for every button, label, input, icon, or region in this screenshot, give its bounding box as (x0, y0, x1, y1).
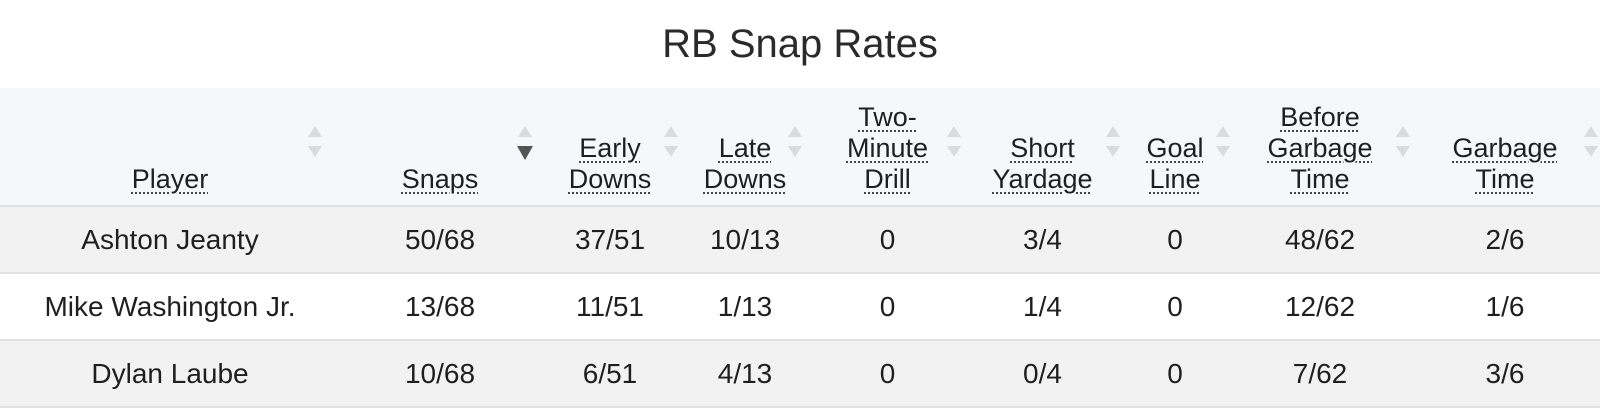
player-cell: Ashton Jeanty (81, 223, 259, 255)
sort-icon[interactable] (947, 126, 961, 162)
sort-icon[interactable] (664, 126, 678, 162)
table-row: Mike Washington Jr. 13/68 11/51 1/13 0 1… (0, 273, 1600, 340)
garbage-time-cell: 2/6 (1485, 223, 1525, 255)
short-yardage-cell: 0/4 (1023, 357, 1062, 389)
early-downs-cell: 6/51 (582, 357, 638, 389)
table-title: RB Snap Rates (662, 22, 938, 66)
short-yardage-cell: 3/4 (1023, 223, 1062, 255)
column-header-before-garbage-time[interactable]: Before Garbage Time (1230, 88, 1410, 206)
sort-icon[interactable] (1584, 126, 1598, 162)
column-header-label: Garbage Time (1452, 133, 1558, 194)
sort-icon[interactable] (1106, 126, 1120, 162)
sort-icon[interactable] (788, 126, 802, 162)
goal-line-cell: 0 (1167, 357, 1183, 389)
early-downs-cell: 37/51 (574, 223, 646, 255)
sort-icon[interactable] (1216, 126, 1230, 162)
early-downs-cell: 11/51 (576, 290, 644, 322)
column-header-player[interactable]: Player (0, 88, 340, 206)
before-garbage-time-cell: 48/62 (1284, 223, 1356, 255)
column-header-snaps[interactable]: Snaps (340, 88, 540, 206)
garbage-time-cell: 3/6 (1485, 357, 1525, 389)
late-downs-cell: 4/13 (717, 357, 773, 389)
two-minute-drill-cell: 0 (879, 357, 896, 389)
column-header-early-downs[interactable]: Early Downs (540, 88, 680, 206)
player-cell: Mike Washington Jr. (44, 290, 296, 322)
column-header-garbage-time[interactable]: Garbage Time (1410, 88, 1600, 206)
sort-icon[interactable] (308, 126, 322, 162)
table-row: Dylan Laube 10/68 6/51 4/13 0 0/4 0 7/62… (0, 340, 1600, 407)
table-row: Ashton Jeanty 50/68 37/51 10/13 0 3/4 0 … (0, 206, 1600, 273)
column-header-label: Early Downs (568, 133, 652, 194)
column-header-label: Two-Minute Drill (846, 102, 929, 194)
snaps-cell: 13/68 (404, 290, 476, 322)
garbage-time-cell: 1/6 (1485, 290, 1525, 322)
column-header-label: Goal Line (1146, 133, 1204, 194)
goal-line-cell: 0 (1167, 223, 1183, 255)
late-downs-cell: 10/13 (709, 223, 781, 255)
player-cell: Dylan Laube (91, 357, 249, 389)
before-garbage-time-cell: 7/62 (1292, 357, 1348, 389)
two-minute-drill-cell: 0 (879, 290, 896, 322)
snaps-cell: 10/68 (404, 357, 476, 389)
sort-descending-icon[interactable] (517, 126, 533, 162)
column-header-goal-line[interactable]: Goal Line (1120, 88, 1230, 206)
column-header-label: Player (131, 164, 209, 194)
short-yardage-cell: 1/4 (1023, 290, 1062, 322)
column-header-label: Snaps (401, 164, 479, 194)
header-row: Player Snaps Early Downs Late Downs Two-… (0, 88, 1600, 206)
snap-rates-table: Player Snaps Early Downs Late Downs Two-… (0, 88, 1600, 408)
two-minute-drill-cell: 0 (879, 223, 896, 255)
snaps-cell: 50/68 (404, 223, 476, 255)
sort-icon[interactable] (1396, 126, 1410, 162)
column-header-late-downs[interactable]: Late Downs (680, 88, 810, 206)
column-header-short-yardage[interactable]: Short Yardage (965, 88, 1120, 206)
column-header-label: Before Garbage Time (1267, 102, 1373, 194)
column-header-two-minute-drill[interactable]: Two-Minute Drill (810, 88, 965, 206)
late-downs-cell: 1/13 (717, 290, 773, 322)
column-header-label: Short Yardage (992, 133, 1093, 194)
column-header-label: Late Downs (703, 133, 787, 194)
goal-line-cell: 0 (1167, 290, 1183, 322)
before-garbage-time-cell: 12/62 (1284, 290, 1356, 322)
